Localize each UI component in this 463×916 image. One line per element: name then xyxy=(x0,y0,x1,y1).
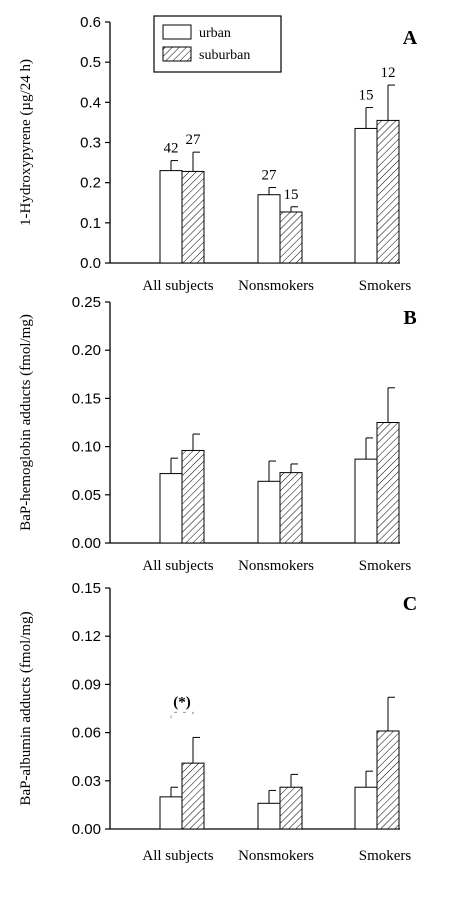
y-tick-label: 0.2 xyxy=(80,175,101,192)
suburban-bar xyxy=(279,472,303,544)
category-label: Nonsmokers xyxy=(238,558,314,574)
panel-letter: A xyxy=(403,27,418,49)
suburban-bar xyxy=(376,422,400,544)
urban-bar xyxy=(257,480,281,544)
suburban-bar xyxy=(181,762,205,830)
suburban-bar xyxy=(181,449,205,544)
category-label: Smokers xyxy=(359,558,412,574)
urban-bar xyxy=(159,796,183,830)
significance-label: (*) xyxy=(173,694,191,710)
y-tick-label: 0.3 xyxy=(80,135,101,152)
legend-label-suburban: suburban xyxy=(199,48,250,63)
urban-bar xyxy=(354,458,378,544)
y-axis-title: BaP-hemoglobin adducts (fmol/mg) xyxy=(18,314,34,531)
panel-c: 0.00 0.03 0.06 0.09 0.12 0.15 BaP-albumin addu… xyxy=(18,580,417,864)
suburban-bar xyxy=(279,786,303,830)
y-tick-label: 0.0 xyxy=(80,255,101,272)
urban-bar xyxy=(354,127,378,264)
urban-bar xyxy=(257,194,281,264)
category-label: Smokers xyxy=(359,278,412,294)
significance-bracket xyxy=(170,711,194,719)
n-label: 27 xyxy=(262,167,278,183)
y-tick-label: 0.4 xyxy=(80,94,101,111)
y-tick-label: 0.06 xyxy=(72,725,101,742)
legend-box xyxy=(153,15,282,73)
y-tick-label: 0.20 xyxy=(72,342,101,359)
legend: urban suburban xyxy=(153,15,282,73)
panel-a: 0.0 0.1 0.2 0.3 0.4 0.5 0.6 1-Hydroxypyrene (µg… xyxy=(18,14,418,294)
urban-bar xyxy=(159,473,183,544)
category-label: All subjects xyxy=(142,558,213,574)
panel-b: 0.00 0.05 0.10 0.15 0.20 0.25 BaP-hemoglobin a… xyxy=(18,294,417,574)
y-tick-label: 0.6 xyxy=(80,14,101,31)
y-tick-label: 0.5 xyxy=(80,54,101,71)
category-label: Nonsmokers xyxy=(238,278,314,294)
panel-letter: C xyxy=(403,593,417,615)
y-tick-label: 0.00 xyxy=(72,821,101,838)
y-tick-label: 0.15 xyxy=(72,580,101,597)
n-label: 27 xyxy=(186,132,202,148)
category-label: Smokers xyxy=(359,848,412,864)
y-tick-label: 0.1 xyxy=(80,215,101,232)
y-tick-label: 0.12 xyxy=(72,628,101,645)
suburban-bar xyxy=(376,119,400,264)
y-tick-label: 0.09 xyxy=(72,676,101,693)
n-label: 42 xyxy=(164,141,179,157)
category-label: All subjects xyxy=(142,278,213,294)
suburban-bar xyxy=(279,211,303,264)
n-label: 15 xyxy=(284,187,299,203)
y-tick-label: 0.10 xyxy=(72,439,101,456)
category-label: All subjects xyxy=(142,848,213,864)
category-label: Nonsmokers xyxy=(238,848,314,864)
urban-bar xyxy=(159,170,183,264)
y-tick-label: 0.25 xyxy=(72,294,101,311)
y-axis-title: BaP-albumin adducts (fmol/mg) xyxy=(18,611,34,805)
legend-swatch-suburban xyxy=(162,46,192,62)
legend-swatch-urban xyxy=(162,24,192,40)
n-label: 12 xyxy=(381,65,396,81)
suburban-bar xyxy=(181,170,205,264)
n-label: 15 xyxy=(359,88,374,104)
y-tick-label: 0.03 xyxy=(72,773,101,790)
legend-label-urban: urban xyxy=(199,26,231,41)
y-tick-label: 0.00 xyxy=(72,535,101,552)
y-tick-label: 0.05 xyxy=(72,487,101,504)
suburban-bar xyxy=(376,730,400,830)
y-axis-title: 1-Hydroxypyrene (µg/24 h) xyxy=(18,59,34,226)
urban-bar xyxy=(354,786,378,830)
panel-letter: B xyxy=(403,307,416,329)
y-tick-label: 0.15 xyxy=(72,390,101,407)
urban-bar xyxy=(257,802,281,830)
